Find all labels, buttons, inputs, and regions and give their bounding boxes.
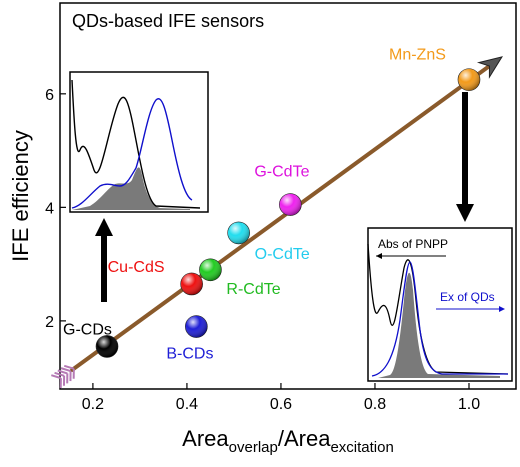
data-point-labels: G-CDs B-CDs Cu-CdS R-CdTe O-CdTe G-CdTe Mn-ZnS [63,47,446,363]
fletching-stroke [51,374,62,380]
data-point-shine [180,272,203,295]
inset-left-abs-curve [71,79,201,209]
x-axis-title: Areaoverlap/Areaexcitation [182,426,394,456]
inset-right-ex-curve [371,261,508,377]
inset-left-overlap-area [72,167,190,210]
x-axis-ticks: 0.2 0.4 0.6 0.8 1.0 [82,383,480,413]
fletching-stroke [63,364,75,370]
x-tick-label: 1.0 [458,396,480,413]
pointer-arrow-up [95,218,113,302]
fletching-stroke [57,369,68,375]
inset-left [69,71,209,213]
point-label-g-cdte: G-CdTe [254,164,309,181]
inset-right-abs-arrowhead [376,253,382,259]
inset-right-legend-ex: Ex of QDs [440,290,495,304]
data-point-shine [227,221,250,244]
pointer-arrow-down [456,92,474,222]
fletching-stroke [60,367,71,373]
x-axis-title-main: Area [182,426,229,451]
inset-right-frame [367,227,513,382]
point-label-b-cds: B-CDs [166,346,213,363]
data-point-shine [457,68,480,91]
point-label-cu-cds: Cu-CdS [108,259,165,276]
x-tick-label: 0.4 [176,396,198,413]
inset-right: Abs of PNPP Ex of QDs [367,227,513,382]
point-label-o-cdte: O-CdTe [255,246,310,263]
pointer-arrow-down-shaft [462,92,468,206]
plot-frame [59,2,517,390]
x-tick-label: 0.8 [364,396,386,413]
fletching-stroke [54,371,65,377]
trend-arrow-head [476,56,503,79]
point-label-g-cds: G-CDs [63,321,112,338]
y-tick-label: 6 [45,87,54,104]
point-label-r-cdte: R-CdTe [226,281,280,298]
chart-title: QDs-based IFE sensors [72,11,264,31]
data-point-shine [199,258,222,281]
trend-line [70,63,493,372]
y-axis-ticks: 2 4 6 [45,87,66,331]
inset-right-overlap-area [378,272,500,378]
y-axis-title: IFE efficiency [8,130,33,262]
inset-right-ex-arrowhead [499,306,505,312]
pointer-arrow-up-head [95,218,113,236]
inset-right-legend-abs: Abs of PNPP [378,237,448,251]
x-tick-label: 0.2 [82,396,104,413]
point-label-mn-zns: Mn-ZnS [389,47,446,64]
pointer-arrow-down-head [456,204,474,222]
trend-arrow [51,56,503,389]
pointer-arrow-up-shaft [101,234,107,302]
data-points [95,68,481,358]
inset-left-ex-curve [71,98,193,209]
trend-arrow-fletching [51,364,75,389]
data-point-shine [185,315,208,338]
data-point-shine [279,193,302,216]
x-axis-title-sub2: excitation [330,439,393,456]
y-tick-label: 2 [45,314,54,331]
x-tick-label: 0.6 [270,396,292,413]
x-axis-title-slash: /Area [278,426,331,451]
data-point-shine [96,335,119,358]
y-tick-label: 4 [45,200,54,217]
x-axis-title-sub1: overlap [229,439,278,456]
